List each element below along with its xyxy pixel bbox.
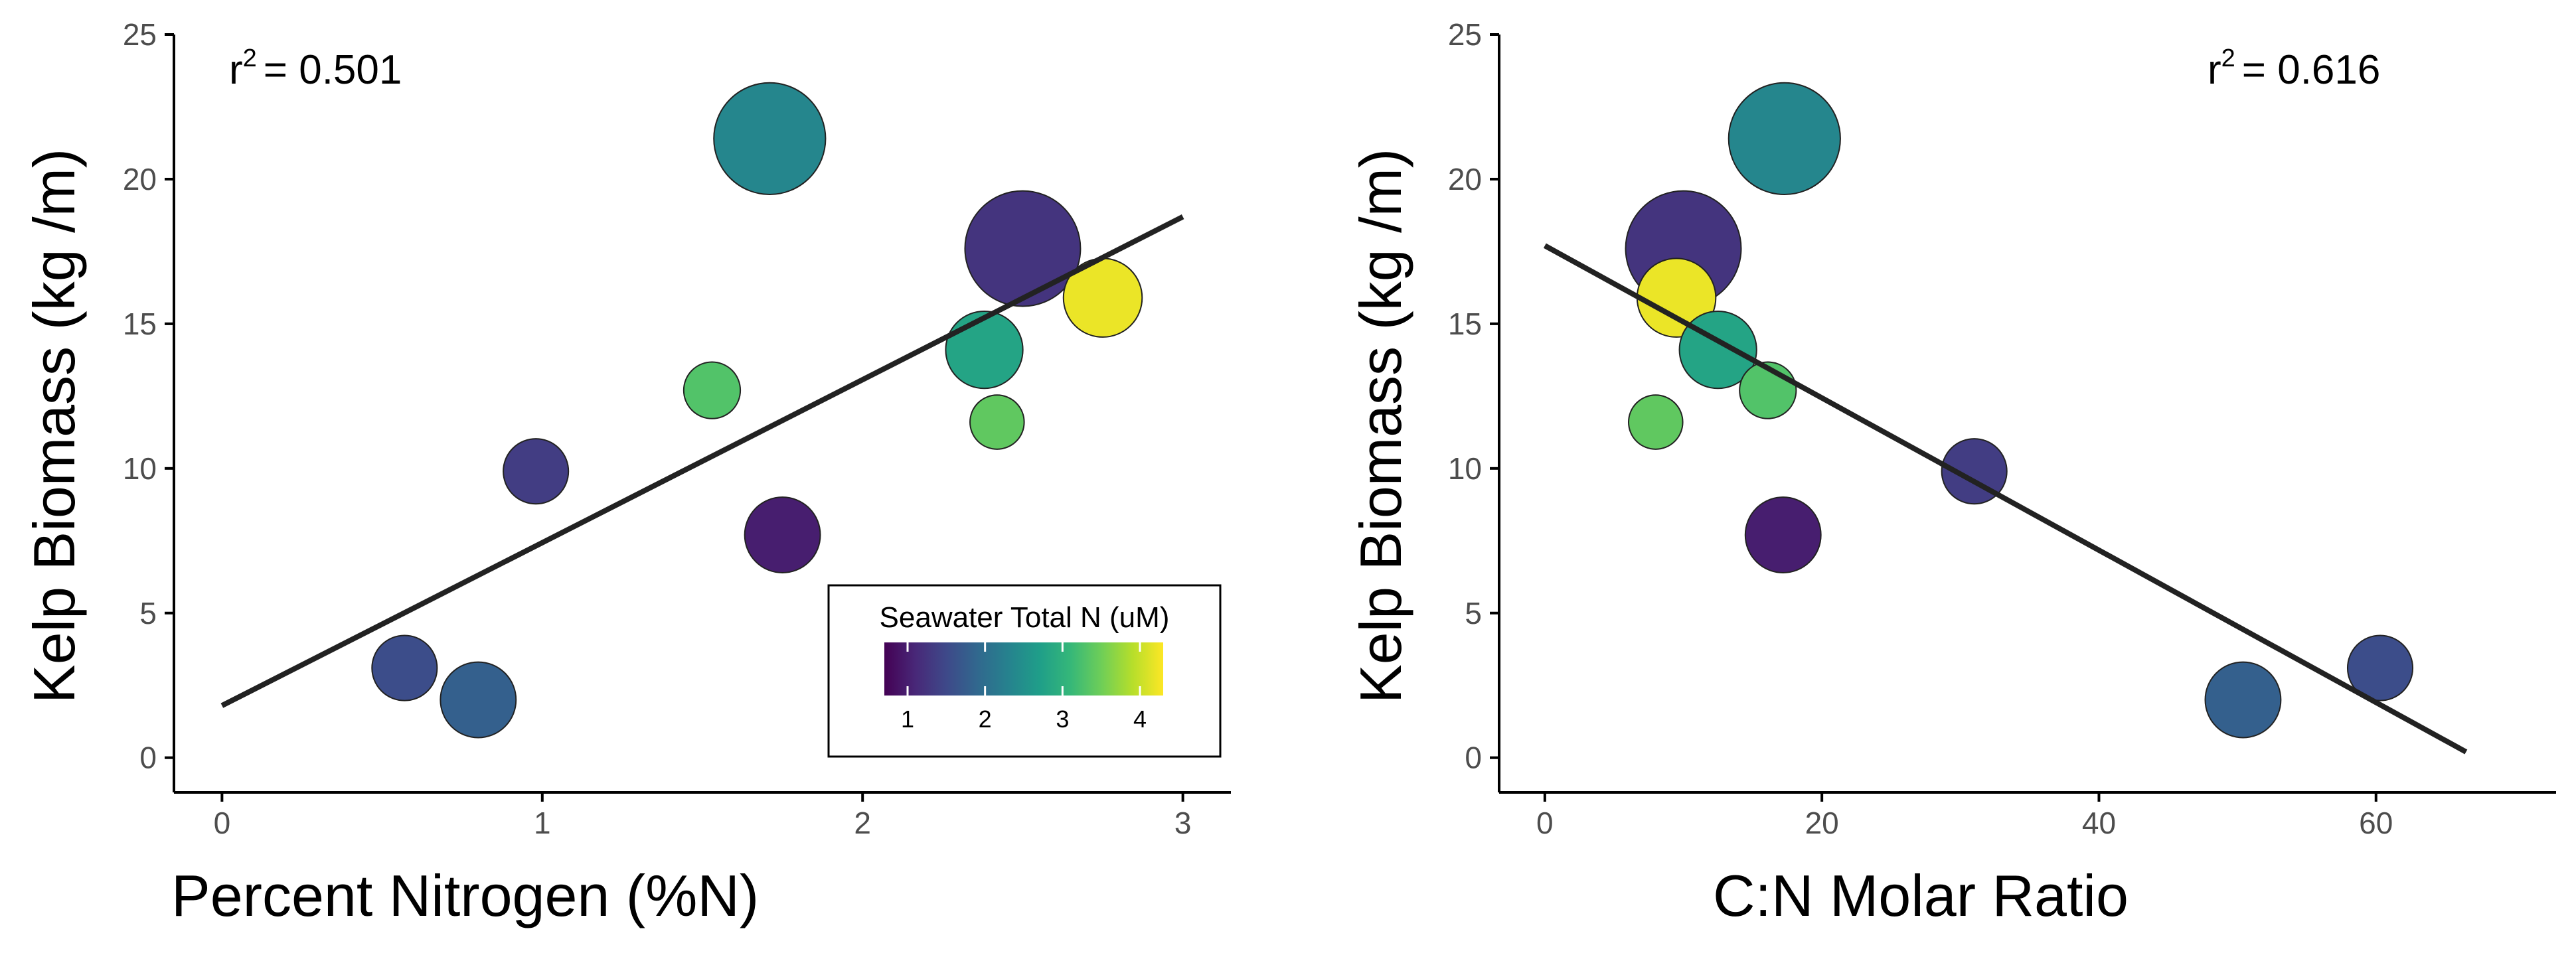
legend-ticks: 1 2 3 4 [901,642,1147,733]
x-tick-label: 0 [214,806,231,840]
data-point [503,438,570,505]
right-r2-annotation: r2 = 0.616 [2208,44,2380,93]
right-y-axis-title: Kelp Biomass (kg /m) [1348,149,1413,703]
right-scatter-panel: 0 5 10 15 20 25 0 20 40 60 C:N Molar Ratio Kelp … [1348,17,2556,928]
y-tick-label: 15 [123,307,157,341]
data-point [964,190,1082,307]
right-y-ticks: 0 5 10 15 20 25 [1448,17,1499,775]
data-point [969,394,1025,450]
right-r2-symbol: r [2208,47,2221,93]
data-point [2346,634,2414,701]
y-tick-label: 5 [139,596,157,630]
x-tick-label: 1 [534,806,551,840]
y-tick-label: 25 [123,17,157,52]
x-tick-label: 0 [1536,806,1554,840]
y-tick-label: 20 [1448,162,1482,196]
left-x-axis-title: Percent Nitrogen (%N) [171,863,759,928]
legend-tick-label: 3 [1056,705,1069,733]
legend-colorbar [884,642,1163,696]
y-tick-label: 25 [1448,17,1482,52]
y-tick-label: 0 [139,741,157,775]
left-r2-symbol: r [229,47,243,93]
right-x-axis-title: C:N Molar Ratio [1713,863,2129,928]
right-points [1625,82,2414,739]
x-tick-label: 60 [2359,806,2393,840]
data-point [440,661,517,739]
left-y-ticks: 0 5 10 15 20 25 [123,17,174,775]
legend-tick-label: 4 [1133,705,1147,733]
right-trend-line [1543,243,2468,755]
data-point [945,310,1024,390]
right-r2-superscript: 2 [2221,44,2235,72]
legend-title: Seawater Total N (uM) [880,601,1170,634]
data-point [744,496,821,574]
data-point [683,361,742,419]
y-tick-label: 15 [1448,307,1482,341]
left-r2-superscript: 2 [243,44,257,72]
left-trend-line [220,214,1184,708]
data-point [2204,661,2282,739]
x-tick-label: 3 [1174,806,1192,840]
left-y-axis-title: Kelp Biomass (kg /m) [21,149,87,703]
left-r2-annotation: r2 = 0.501 [229,44,402,93]
y-tick-label: 0 [1465,741,1482,775]
legend-tick-label: 2 [979,705,992,733]
y-tick-label: 5 [1465,596,1482,630]
x-tick-label: 40 [2082,806,2116,840]
right-r2-value: = 0.616 [2242,47,2381,93]
right-x-ticks: 0 20 40 60 [1536,792,2393,840]
legend-tick-label: 1 [901,705,914,733]
left-x-ticks: 0 1 2 3 [214,792,1192,840]
left-scatter-panel: 0 5 10 15 20 25 0 1 2 3 Percent Nitrogen (%N) Ke… [21,17,1231,928]
y-tick-label: 10 [123,451,157,486]
data-point [713,82,827,196]
data-point [1728,82,1841,196]
y-tick-label: 20 [123,162,157,196]
data-point [1744,496,1822,574]
x-tick-label: 2 [854,806,871,840]
seawater-n-legend: Seawater Total N (uM) 1 2 3 4 [827,584,1222,758]
y-tick-label: 10 [1448,451,1482,486]
x-tick-label: 20 [1805,806,1839,840]
data-point [1628,394,1684,450]
left-points [371,82,1143,739]
left-r2-value: = 0.501 [264,47,402,93]
data-point [371,634,438,701]
